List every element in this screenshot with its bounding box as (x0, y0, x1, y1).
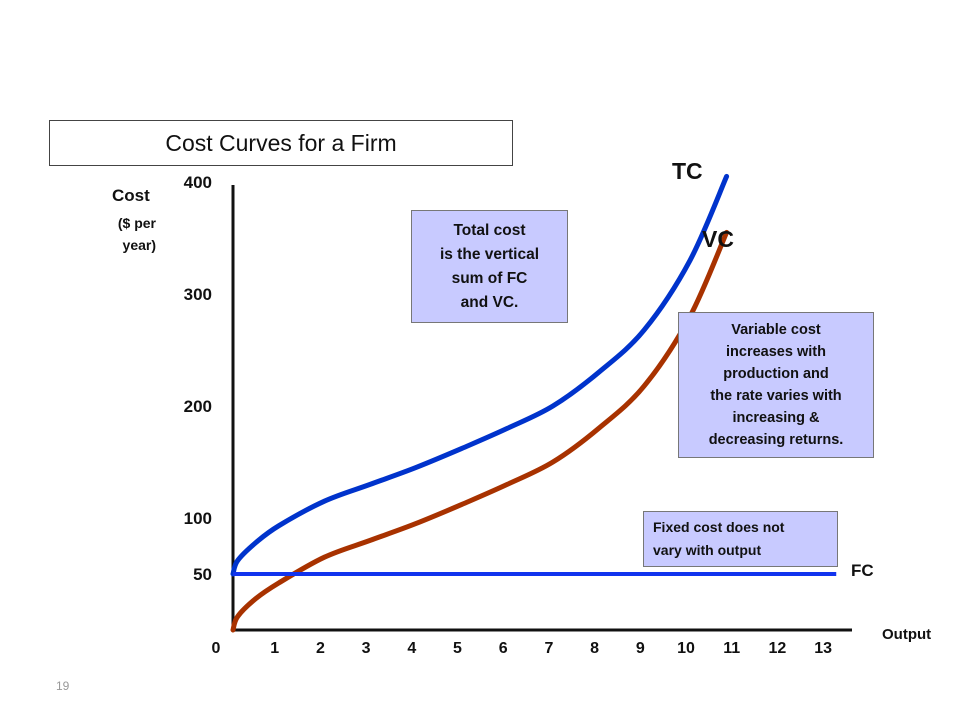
vc-series-label: VC (702, 226, 734, 252)
variable-cost-note-line-4: the rate varies with (710, 388, 842, 404)
fixed-cost-note: Fixed cost does not vary with output (643, 511, 838, 567)
x-tick-label: 7 (544, 640, 553, 657)
total-cost-note-line-3: sum of FC (451, 269, 528, 287)
y-axis-unit-label: ($ per year) (100, 212, 156, 256)
x-tick-label: 0 (212, 640, 221, 657)
y-axis-label: Cost (112, 186, 150, 205)
variable-cost-note-line-6: decreasing returns. (708, 432, 844, 448)
fc-series-label: FC (851, 561, 874, 580)
chart-title: Cost Curves for a Firm (49, 120, 513, 166)
x-tick-label: 13 (814, 640, 832, 657)
variable-cost-note-line-1: Variable cost (731, 322, 821, 338)
y-tick-label: 100 (184, 509, 212, 528)
x-tick-label: 5 (453, 640, 462, 657)
x-tick-label: 6 (499, 640, 508, 657)
tc-curve (230, 173, 730, 577)
variable-cost-note-line-3: production and (723, 366, 829, 382)
x-axis-label: Output (882, 626, 932, 643)
variable-cost-note-line-2: increases with (726, 344, 826, 360)
total-cost-note: Total cost is the vertical sum of FC and… (411, 210, 568, 323)
y-tick-label: 50 (193, 565, 212, 584)
x-tick-label: 4 (407, 640, 416, 657)
y-axis-unit-line-2: year) (122, 237, 156, 253)
y-tick-label: 300 (184, 285, 212, 304)
x-tick-label: 2 (316, 640, 325, 657)
total-cost-note-line-2: is the vertical (439, 245, 540, 263)
y-tick-label: 200 (184, 397, 212, 416)
x-tick-label: 12 (769, 640, 787, 657)
x-tick-label: 10 (677, 640, 695, 657)
vc-curve (230, 229, 730, 633)
x-tick-label: 3 (362, 640, 371, 657)
variable-cost-note: Variable cost increases with production … (678, 312, 874, 458)
variable-cost-note-line-5: increasing & (732, 410, 820, 426)
tc-series-label: TC (672, 158, 703, 184)
x-tick-label: 9 (636, 640, 645, 657)
y-axis-unit-line-1: ($ per (117, 215, 156, 231)
total-cost-note-line-4: and VC. (460, 293, 519, 311)
slide-number: 19 (56, 679, 70, 693)
x-tick-label: 8 (590, 640, 599, 657)
y-tick-label: 400 (184, 173, 212, 192)
x-tick-label: 11 (723, 640, 740, 657)
fixed-cost-note-line-2: vary with output (653, 542, 762, 558)
fixed-cost-note-line-1: Fixed cost does not (653, 519, 785, 535)
total-cost-note-line-1: Total cost (453, 221, 526, 239)
x-tick-label: 1 (270, 640, 279, 657)
